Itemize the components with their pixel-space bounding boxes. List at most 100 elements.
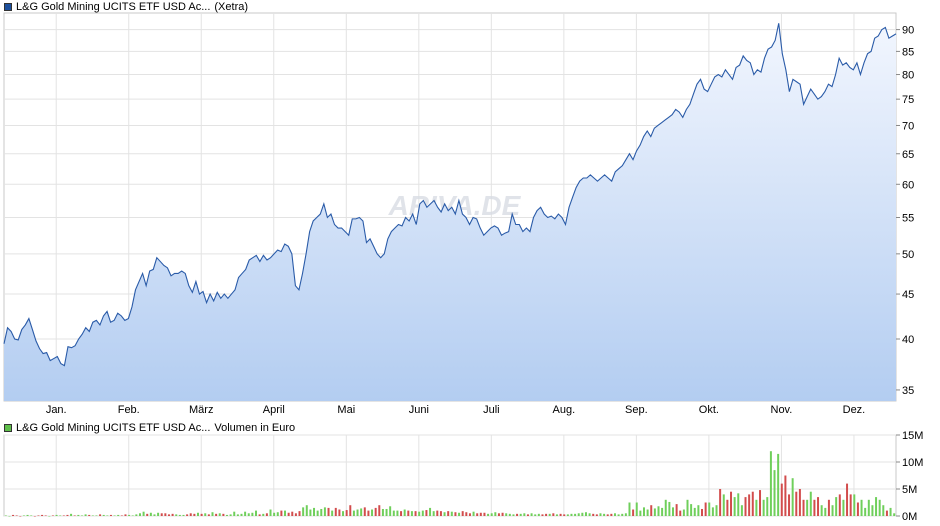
price-legend-swatch [4, 3, 12, 11]
volume-bar [280, 510, 283, 516]
volume-bar [682, 509, 685, 516]
volume-bar [236, 514, 239, 516]
volume-bar [19, 516, 22, 517]
volume-bar [552, 513, 555, 516]
volume-bar [360, 508, 363, 516]
volume-bar [769, 451, 772, 516]
volume-bar [483, 512, 486, 516]
volume-bar [450, 511, 453, 516]
volume-legend: L&G Gold Mining UCITS ETF USD Ac... Volu… [4, 422, 295, 434]
volume-bar [860, 499, 863, 516]
volume-bar [657, 506, 660, 516]
volume-bar [838, 494, 841, 516]
volume-bar [439, 511, 442, 516]
volume-bar [91, 515, 94, 516]
volume-bar [806, 499, 809, 516]
volume-bar [80, 515, 83, 516]
volume-bar [584, 512, 587, 516]
volume-bar [251, 512, 254, 516]
volume-bar [730, 491, 733, 516]
volume-bar [327, 507, 330, 516]
volume-bar [548, 513, 551, 516]
volume-bar [603, 513, 606, 516]
volume-bar [171, 513, 174, 516]
volume-bar [302, 507, 305, 516]
volume-bar [889, 507, 892, 516]
volume-bar [472, 511, 475, 516]
volume-bar [273, 512, 276, 516]
volume-bar [755, 499, 758, 516]
volume-bar [276, 512, 279, 516]
volume-bar [795, 491, 798, 516]
volume-bar [240, 513, 243, 516]
volume-bar [258, 514, 261, 516]
volume-bar [356, 509, 359, 516]
volume-bar [15, 515, 18, 516]
volume-bar [320, 508, 323, 516]
price-x-tick-label: Sep. [625, 404, 648, 416]
price-y-tick-label: 55 [902, 212, 914, 224]
volume-bar [574, 513, 577, 516]
volume-bar [751, 491, 754, 516]
volume-bar [856, 502, 859, 516]
volume-bar [664, 499, 667, 516]
volume-bar [396, 510, 399, 516]
volume-bar [871, 505, 874, 516]
volume-bar [501, 512, 504, 516]
volume-bar [418, 511, 421, 516]
volume-bar [617, 514, 620, 516]
volume-bar [44, 515, 47, 516]
price-x-tick-label: Juni [409, 404, 429, 416]
volume-bar [385, 508, 388, 516]
volume-bar [51, 515, 54, 516]
volume-bar [287, 512, 290, 516]
volume-bar [813, 499, 816, 516]
volume-bar [726, 499, 729, 516]
volume-bar [849, 494, 852, 516]
volume-bar [777, 453, 780, 516]
volume-bar [693, 507, 696, 516]
volume-bar [885, 510, 888, 516]
volume-bar [577, 513, 580, 516]
volume-bar [878, 499, 881, 516]
volume-bar [875, 497, 878, 516]
volume-bar [711, 507, 714, 516]
volume-bar [345, 510, 348, 516]
price-legend-exchange: (Xetra) [214, 1, 249, 13]
volume-bar [798, 489, 801, 516]
volume-bar [679, 510, 682, 516]
volume-bar [762, 499, 765, 516]
volume-bar [559, 513, 562, 516]
volume-bar [298, 511, 301, 516]
volume-bar [284, 510, 287, 516]
volume-bar [99, 514, 102, 516]
volume-bar [269, 509, 272, 516]
volume-bar [262, 513, 265, 516]
volume-bar [331, 510, 334, 516]
volume-bar [595, 514, 598, 516]
volume-bar [708, 502, 711, 516]
volume-bar [563, 514, 566, 516]
volume-bar [668, 501, 671, 516]
volume-bar [305, 505, 308, 516]
volume-bar [512, 514, 515, 516]
price-y-tick-label: 60 [902, 179, 914, 191]
price-y-tick-label: 65 [902, 149, 914, 161]
volume-y-tick-label: 10M [902, 457, 923, 469]
volume-bar [606, 514, 609, 516]
volume-bar [95, 515, 98, 516]
volume-bar [526, 514, 529, 516]
volume-bar [222, 513, 225, 516]
volume-y-tick-label: 15M [902, 430, 923, 442]
volume-bar [639, 510, 642, 516]
volume-bar [175, 514, 178, 516]
volume-bar [701, 508, 703, 516]
volume-bar [204, 513, 207, 516]
volume-bars [4, 451, 896, 517]
volume-bar [313, 507, 316, 516]
volume-bar [497, 513, 500, 516]
volume-bar [704, 502, 707, 516]
volume-bar [545, 513, 548, 516]
volume-bar [650, 505, 653, 516]
volume-bar [109, 514, 112, 516]
